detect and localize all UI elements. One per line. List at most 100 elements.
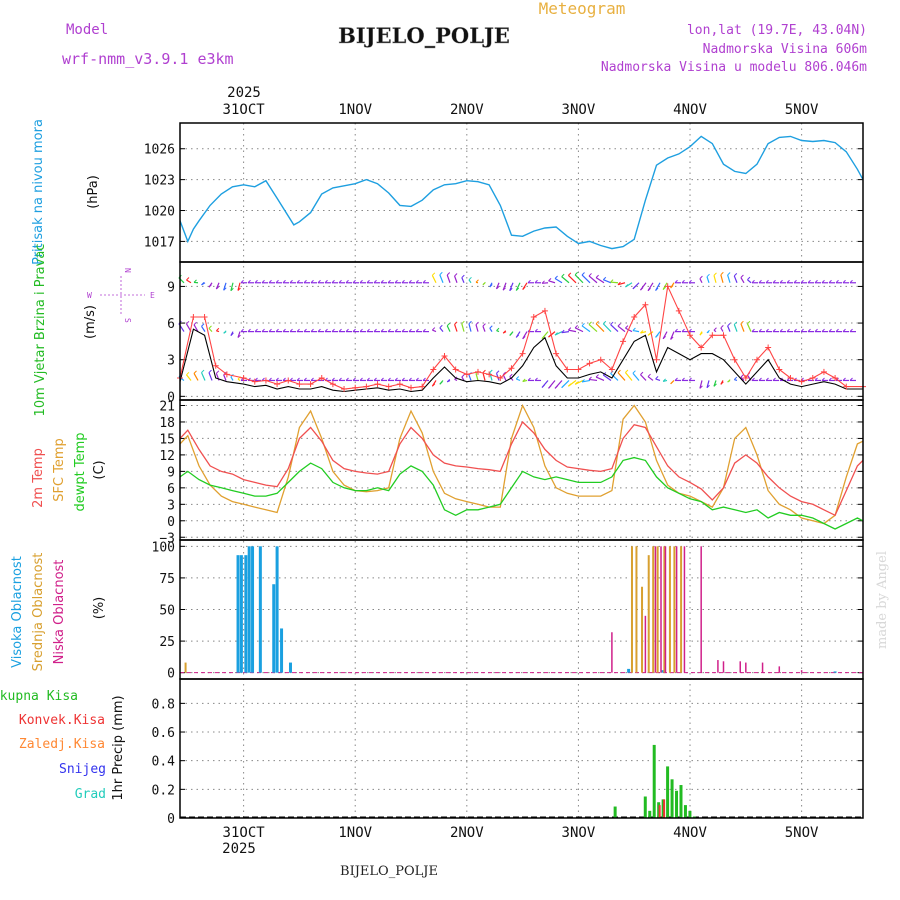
wind-barb [699,380,703,389]
wind-barb [461,376,465,381]
wind-barb-head [223,287,227,291]
wind-barb-head [338,328,342,332]
precip-bar-0 [679,785,683,818]
wind-barb-head [380,279,384,284]
wind-barb-head [786,328,790,332]
cloud-bar-low [761,662,764,673]
wind-barb-head [647,373,651,377]
y-tick-label: 1026 [144,143,175,158]
precip-bar-1 [663,799,666,818]
wind-barb-head [835,279,839,284]
wind-barb-head [461,320,465,325]
wind-barb-head [216,370,220,374]
cloud-mid-ylabel: Srednja Oblacnost [31,553,46,672]
wind-barb-head [662,378,666,382]
cloud-bar-high [272,584,276,673]
wind-barb-head [310,279,314,284]
wind-barb [603,279,612,284]
gust-marker [201,313,208,320]
wind-barb-head [640,330,644,334]
wind-barb-head [373,279,377,284]
wind-barb-head [800,279,804,284]
gust-marker [374,381,381,388]
wind-barb [489,372,493,381]
wind-barb-head [515,334,520,338]
wind-barb-head [216,327,220,332]
wind-barb-head [509,287,513,292]
cloud-bar-high [275,546,279,673]
wind-barb-head [454,321,458,325]
wind-barb-head [733,376,738,380]
wind-barb-head [282,279,286,284]
wind-barb [453,275,458,283]
wind-barb-head [567,327,572,331]
wind-barb-head [282,377,286,381]
wind-barb-head [296,279,300,284]
wind-barb-head [482,281,486,286]
wind-barb-head [828,377,832,381]
y-tick-label: 100 [152,540,175,555]
wind-barb-head [758,328,762,332]
wind-barb-head [681,328,685,332]
precip-bar-0 [613,806,617,818]
wind-barb-head [359,279,363,284]
wind-barb [223,374,227,381]
cloud-bar-low [664,546,667,673]
wind-barb-head [617,369,621,373]
gust-marker [396,381,403,388]
gust-marker [541,307,548,314]
precip-bar-1 [658,805,661,818]
wind-barb-head [548,277,552,282]
wind-barb-head [408,328,412,332]
y-tick-label: 0 [167,667,175,682]
wind-barb-head [268,279,272,284]
wind-barb-head [331,377,335,381]
wind-barb-head [720,381,724,385]
wind-barb-head [223,330,227,334]
2m-temp-line [179,420,864,517]
wind-barb-head [208,369,212,373]
wind-barb [617,372,626,381]
gust-marker [597,356,604,363]
wind-barb [699,278,703,284]
wind-barb [595,277,605,284]
gust-marker [753,356,760,363]
wind-barb [602,374,612,381]
cloud-bar-low [800,670,803,673]
wind-barb [713,275,717,283]
wind-barb [468,279,472,284]
wind-barb-head [793,328,797,332]
wind-barb-head [821,328,825,332]
precip-bar-0 [675,790,679,818]
wind-barb [617,282,626,286]
precip-bar-0 [670,779,674,818]
wind-barb-head [237,334,241,338]
wind-barb-head [515,376,520,380]
y-tick-label: 15 [159,432,175,447]
gust-marker [497,375,504,382]
wind-barb [446,325,451,332]
cloud-low-ylabel: Niska Oblacnost [52,560,67,665]
wind-barb-head [740,320,744,325]
wind-barb [740,323,745,332]
wind-barb-head [772,328,776,332]
panel-frame-3 [179,399,864,541]
wind-barb-head [588,321,592,325]
y-tick-label: 0 [167,515,175,530]
wind-barb-head [352,328,356,332]
wind-barb-head [758,279,762,284]
wind-barb-head [415,279,419,284]
y-tick-label: −3 [159,531,175,546]
wind-barb [746,323,752,332]
gust-marker [274,381,281,388]
wind-barb-head [359,377,363,381]
cloud-bar-high [660,670,664,673]
wind-barb [548,280,556,284]
wind-barb [446,274,451,283]
wind-barb [230,282,234,291]
gust-marker [731,356,738,363]
gust-marker [474,368,481,375]
wind-barb [720,274,724,283]
cloud-bar-mid [630,546,633,673]
